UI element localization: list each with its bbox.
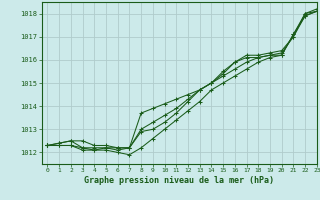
X-axis label: Graphe pression niveau de la mer (hPa): Graphe pression niveau de la mer (hPa) (84, 176, 274, 185)
